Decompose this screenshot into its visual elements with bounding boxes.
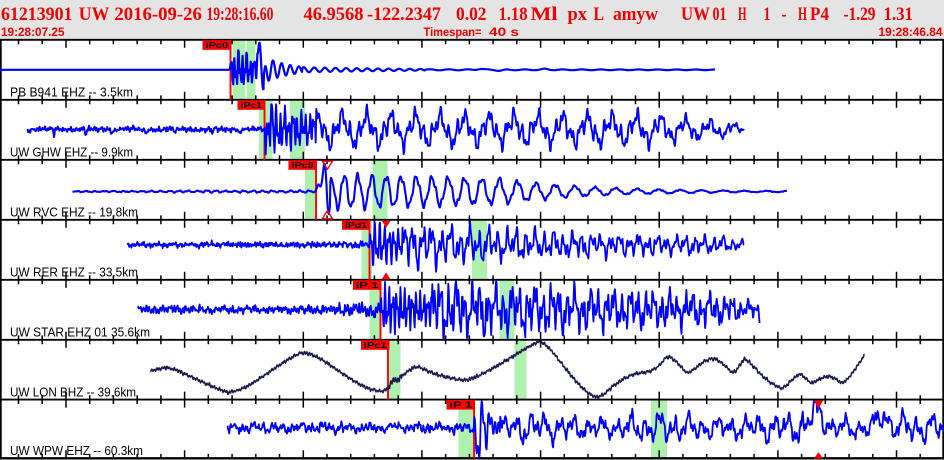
svg-text:2016-09-26: 2016-09-26	[114, 4, 202, 25]
svg-text:-122.2347: -122.2347	[367, 4, 441, 25]
svg-text:46.9568: 46.9568	[304, 4, 364, 25]
svg-text:iPd1: iPd1	[345, 221, 368, 230]
svg-text:61213901: 61213901	[1, 4, 72, 25]
svg-text:Ml: Ml	[531, 4, 558, 24]
svg-text:19:28:07.25: 19:28:07.25	[1, 27, 65, 39]
svg-text:UW GHW EHZ -- 9.9km: UW GHW EHZ -- 9.9km	[10, 145, 133, 160]
svg-text:UW RVC EHZ -- 19.8km: UW RVC EHZ -- 19.8km	[10, 205, 138, 220]
svg-text:amyw: amyw	[613, 3, 659, 24]
svg-text:1: 1	[764, 3, 771, 25]
svg-text:iP 1: iP 1	[356, 281, 379, 290]
svg-text:Timespan=: Timespan=	[424, 27, 482, 39]
svg-text:L: L	[594, 3, 605, 25]
svg-text:iPc0: iPc0	[292, 161, 315, 170]
svg-text:UW LON BHZ -- 39.6km: UW LON BHZ -- 39.6km	[10, 384, 136, 399]
svg-text:P4: P4	[810, 3, 829, 24]
svg-text:UW STAR EHZ 01 35.6km: UW STAR EHZ 01 35.6km	[10, 325, 150, 340]
svg-text:-1.29: -1.29	[844, 4, 876, 25]
svg-text:UW WPW EHZ -- 60.3km: UW WPW EHZ -- 60.3km	[10, 443, 143, 458]
svg-text:UW: UW	[681, 3, 710, 24]
svg-text:H: H	[738, 4, 746, 25]
svg-text:H: H	[798, 4, 807, 25]
svg-text:01: 01	[713, 3, 727, 25]
svg-text:iP 1: iP 1	[450, 401, 473, 410]
svg-text:UW: UW	[79, 3, 110, 24]
svg-text:px: px	[568, 4, 588, 25]
svg-text:-: -	[782, 3, 787, 24]
svg-text:iPc1: iPc1	[240, 101, 262, 110]
svg-text:19:28:46.84: 19:28:46.84	[879, 27, 944, 39]
svg-text:0.02: 0.02	[456, 3, 486, 24]
svg-text:40 s: 40 s	[489, 27, 519, 39]
svg-text:iPc1: iPc1	[364, 341, 387, 350]
svg-text:1.31: 1.31	[884, 3, 913, 24]
svg-text:UW RER EHZ -- 33.5km: UW RER EHZ -- 33.5km	[10, 265, 138, 280]
svg-text:PB B941 EHZ -- 3.5km: PB B941 EHZ -- 3.5km	[10, 85, 133, 100]
svg-text:1.18: 1.18	[499, 3, 528, 24]
svg-text:19:28:16.60: 19:28:16.60	[207, 3, 274, 25]
svg-text:iPc0: iPc0	[206, 41, 229, 50]
